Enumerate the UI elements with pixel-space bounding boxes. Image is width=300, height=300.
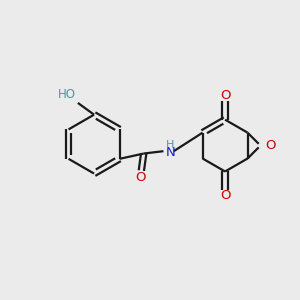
Text: O: O [265, 139, 276, 152]
Text: N: N [166, 146, 175, 159]
Text: O: O [220, 89, 230, 102]
Text: O: O [220, 189, 230, 202]
Text: HO: HO [58, 88, 76, 100]
Text: H: H [166, 140, 174, 150]
Text: O: O [136, 171, 146, 184]
